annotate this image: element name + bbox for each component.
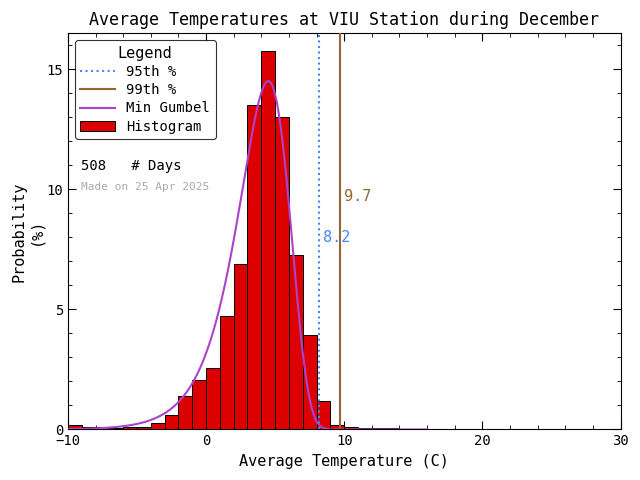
Text: 508   # Days: 508 # Days bbox=[81, 158, 182, 173]
Legend: 95th %, 99th %, Min Gumbel, Histogram: 95th %, 99th %, Min Gumbel, Histogram bbox=[75, 40, 216, 139]
Title: Average Temperatures at VIU Station during December: Average Temperatures at VIU Station duri… bbox=[89, 11, 599, 29]
Bar bbox=[317, 401, 330, 430]
Bar bbox=[109, 428, 123, 430]
Bar bbox=[234, 264, 248, 430]
Bar bbox=[358, 428, 372, 430]
Bar bbox=[372, 428, 386, 430]
Text: 8.2: 8.2 bbox=[323, 230, 350, 245]
Bar bbox=[330, 425, 344, 430]
Text: Made on 25 Apr 2025: Made on 25 Apr 2025 bbox=[81, 182, 209, 192]
Bar bbox=[151, 423, 164, 430]
Y-axis label: Probability
(%): Probability (%) bbox=[11, 181, 44, 282]
Text: 9.7: 9.7 bbox=[344, 189, 371, 204]
Bar bbox=[192, 380, 206, 430]
Bar bbox=[220, 316, 234, 430]
Bar bbox=[386, 428, 399, 430]
Bar bbox=[206, 368, 220, 430]
Bar bbox=[289, 255, 303, 430]
Bar bbox=[344, 427, 358, 430]
X-axis label: Average Temperature (C): Average Temperature (C) bbox=[239, 454, 449, 469]
Bar bbox=[164, 415, 179, 430]
Bar bbox=[68, 425, 82, 430]
Bar bbox=[123, 427, 137, 430]
Bar bbox=[261, 51, 275, 430]
Bar bbox=[95, 427, 109, 430]
Bar bbox=[275, 118, 289, 430]
Bar bbox=[248, 106, 261, 430]
Bar bbox=[179, 396, 192, 430]
Bar bbox=[303, 335, 317, 430]
Bar bbox=[137, 427, 151, 430]
Bar bbox=[82, 427, 95, 430]
